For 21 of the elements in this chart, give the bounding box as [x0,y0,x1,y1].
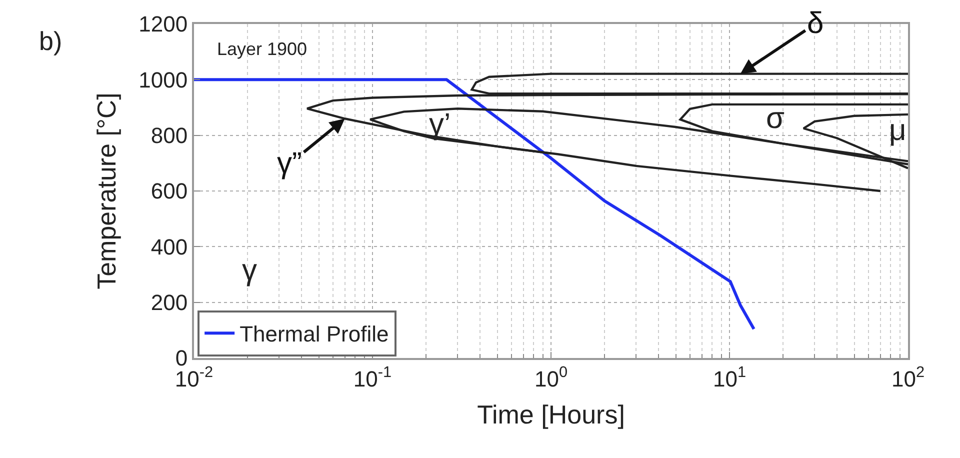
y-tick-label: 1000 [138,67,188,92]
annotation: δ [807,7,824,40]
x-tick-label: 10$^{0}$ [534,364,568,392]
annotation: σ [766,102,785,135]
y-tick-label: 1200 [138,12,188,37]
x-tick-label: 10$^{2}$ [891,364,925,392]
annotation: γ [242,254,257,287]
y-axis-title: Temperature [°C] [92,92,122,290]
annotation: μ [889,114,906,147]
legend-label: Thermal Profile [240,322,389,347]
x-axis-title: Time [Hours] [477,400,625,430]
y-tick-label: 600 [150,178,188,204]
annotation: γ” [277,147,302,180]
y-tick-label: 400 [150,234,188,260]
y-tick-label: 200 [150,290,188,316]
y-tick-label: 800 [150,123,188,148]
x-tick-label: 10$^{-1}$ [353,364,392,392]
x-tick-label: 10$^{1}$ [712,364,746,392]
annotation: Layer 1900 [217,39,308,59]
text: b) [39,26,62,56]
y-tick-label: 0 [175,346,188,371]
